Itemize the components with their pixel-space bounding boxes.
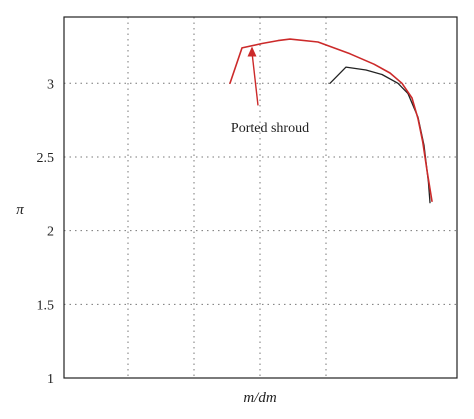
y-tick-label: 2.5 <box>37 151 55 166</box>
y-axis-ticks: 1 1.5 2 2.5 3 <box>37 77 55 387</box>
y-tick-label: 1.5 <box>37 298 55 313</box>
series-lines <box>229 38 433 204</box>
annotation-arrow <box>251 52 259 106</box>
y-tick-label: 2 <box>47 225 54 240</box>
annotation-arrowhead <box>247 46 257 57</box>
y-tick-label: 3 <box>47 77 54 92</box>
x-axis-label: m/dm <box>243 390 277 406</box>
series-line-1 <box>329 66 431 204</box>
y-tick-label: 1 <box>47 372 54 387</box>
series-line-2 <box>229 38 433 202</box>
plot-frame <box>63 16 458 379</box>
y-axis-label: π <box>16 202 24 218</box>
annotation: Ported shroud <box>231 46 309 136</box>
annotation-label: Ported shroud <box>231 121 309 136</box>
gridlines <box>64 17 457 378</box>
